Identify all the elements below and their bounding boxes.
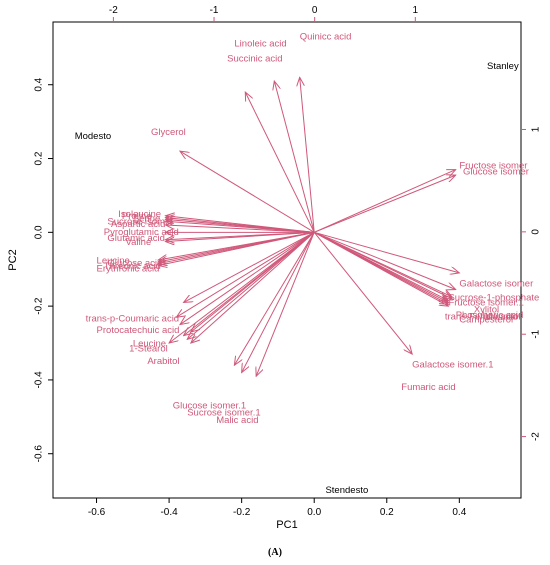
variable-label: trans-p-Coumaric acid bbox=[86, 314, 179, 325]
x-tick-label: -0.4 bbox=[160, 507, 178, 518]
variable-label: Valine bbox=[126, 237, 152, 248]
variable-label: trans-Ferulic acid bbox=[445, 312, 518, 323]
variable-label: Succinic acid bbox=[227, 53, 282, 64]
y-tick-label: -0.4 bbox=[34, 371, 45, 389]
variable-label: 1-Stearol bbox=[129, 343, 168, 354]
variable-label: Arabitol bbox=[147, 356, 179, 367]
variable-label: Sucrose isomer.1 bbox=[187, 408, 260, 419]
x-axis-bottom: -0.6 -0.4 -0.2 0.0 0.2 0.4 bbox=[88, 498, 467, 518]
loading-arrow bbox=[313, 231, 448, 306]
loading-arrow bbox=[274, 81, 315, 233]
loading-arrow bbox=[314, 175, 455, 233]
y-tick-label: 0.2 bbox=[34, 151, 45, 165]
loading-arrow bbox=[313, 232, 412, 354]
loading-arrow bbox=[300, 77, 315, 233]
plot-frame bbox=[52, 21, 522, 499]
variable-label: Threonic acid bbox=[104, 261, 161, 272]
variable-label: Mannitol bbox=[485, 312, 521, 323]
y-tick-label: -0.2 bbox=[34, 297, 45, 315]
right-tick-label: -1 bbox=[531, 329, 542, 338]
x-axis-title: PC1 bbox=[276, 519, 297, 531]
variable-label: Fructose isomer.1 bbox=[448, 298, 524, 309]
x-tick-label: 0.2 bbox=[380, 507, 394, 518]
y-axis-title: PC2 bbox=[7, 249, 19, 270]
variable-label: Sucrose isomer bbox=[107, 217, 173, 228]
right-tick-label: 1 bbox=[531, 126, 542, 132]
right-tick-label: -2 bbox=[531, 432, 542, 441]
variable-label: Glucose isomer bbox=[463, 167, 529, 178]
loading-arrow bbox=[165, 225, 315, 233]
loading-arrow bbox=[165, 231, 315, 241]
loading-arrow bbox=[180, 151, 315, 233]
loading-arrow bbox=[314, 231, 455, 289]
loading-arrow bbox=[158, 231, 315, 265]
x-tick-label: -0.2 bbox=[233, 507, 251, 518]
y-axis-right: 1 0 -1 -2 bbox=[521, 126, 542, 441]
variable-label: Leucine bbox=[97, 256, 130, 267]
x-axis-top: -2 -1 0 1 bbox=[109, 5, 419, 22]
variable-label: Proline bbox=[122, 211, 152, 222]
figure-caption: (A) bbox=[268, 547, 282, 558]
variable-label: Glucose acid bbox=[107, 258, 162, 269]
variable-label: Malic acid bbox=[216, 415, 258, 426]
loading-arrow bbox=[256, 232, 315, 376]
loading-arrow bbox=[169, 231, 315, 343]
variable-labels: Quinicc acid Linoleic acid Succinic acid Gl… bbox=[86, 31, 540, 426]
variable-label: Aspartic acid bbox=[111, 219, 165, 230]
loading-arrow bbox=[314, 231, 459, 273]
loading-arrow bbox=[191, 231, 315, 332]
x-tick-label: 0.0 bbox=[307, 507, 321, 518]
variable-label: Sucrose-1-phosphate bbox=[448, 293, 539, 304]
variable-label: Phosphoric acid bbox=[456, 310, 524, 321]
top-tick-label: 0 bbox=[312, 5, 318, 16]
variable-label: Pyroglutamic acid bbox=[104, 227, 179, 238]
sample-label: Stendesto bbox=[325, 485, 368, 496]
loading-arrow bbox=[242, 232, 315, 372]
y-axis-left: -0.6 -0.4 -0.2 0.0 0.2 0.4 bbox=[34, 77, 53, 462]
loading-arrow bbox=[187, 231, 315, 339]
variable-label: Galactose isomer.1 bbox=[412, 360, 493, 371]
variable-label: Isoleucine bbox=[118, 209, 161, 220]
sample-labels: Stanley Modesto Stendesto bbox=[75, 61, 519, 496]
loading-arrow bbox=[191, 231, 315, 343]
loading-arrow bbox=[245, 92, 315, 233]
variable-label: Serine bbox=[133, 214, 160, 225]
variable-label: Glycerol bbox=[151, 127, 186, 138]
top-tick-label: -1 bbox=[210, 5, 219, 16]
variable-label: Glucose isomer.1 bbox=[173, 400, 246, 411]
variable-label: Protocatechuic acid bbox=[97, 325, 180, 336]
loading-arrow bbox=[180, 231, 315, 324]
sample-label: Modesto bbox=[75, 131, 111, 142]
y-tick-label: 0.4 bbox=[34, 77, 45, 91]
variable-label: Xylitol bbox=[474, 304, 499, 315]
top-tick-label: -2 bbox=[109, 5, 118, 16]
variable-label: Leucine bbox=[133, 338, 166, 349]
loading-arrow bbox=[314, 170, 455, 233]
x-tick-label: 0.4 bbox=[452, 507, 466, 518]
variable-label: Fumaric acid bbox=[401, 382, 455, 393]
variable-label: Erythronic acid bbox=[97, 264, 160, 275]
y-tick-label: -0.6 bbox=[34, 445, 45, 463]
variable-label: Galactose isomer bbox=[459, 279, 533, 290]
variable-label: Glutamic acid bbox=[107, 233, 165, 244]
top-tick-label: 1 bbox=[413, 5, 419, 16]
y-tick-label: 0.0 bbox=[34, 225, 45, 239]
loading-arrow bbox=[184, 231, 315, 302]
loading-arrow bbox=[176, 231, 315, 317]
variable-label: Linoleic acid bbox=[234, 39, 286, 50]
loading-arrow bbox=[234, 232, 315, 365]
variable-label: Fructose isomer bbox=[459, 160, 527, 171]
loading-arrow bbox=[313, 231, 452, 298]
x-tick-label: -0.6 bbox=[88, 507, 106, 518]
variable-label: Campesterol bbox=[459, 315, 513, 326]
right-tick-label: 0 bbox=[531, 229, 542, 235]
loading-arrows bbox=[158, 77, 459, 376]
sample-label: Stanley bbox=[487, 61, 519, 72]
loading-arrow bbox=[165, 221, 315, 233]
variable-label: Quinicc acid bbox=[300, 31, 352, 42]
